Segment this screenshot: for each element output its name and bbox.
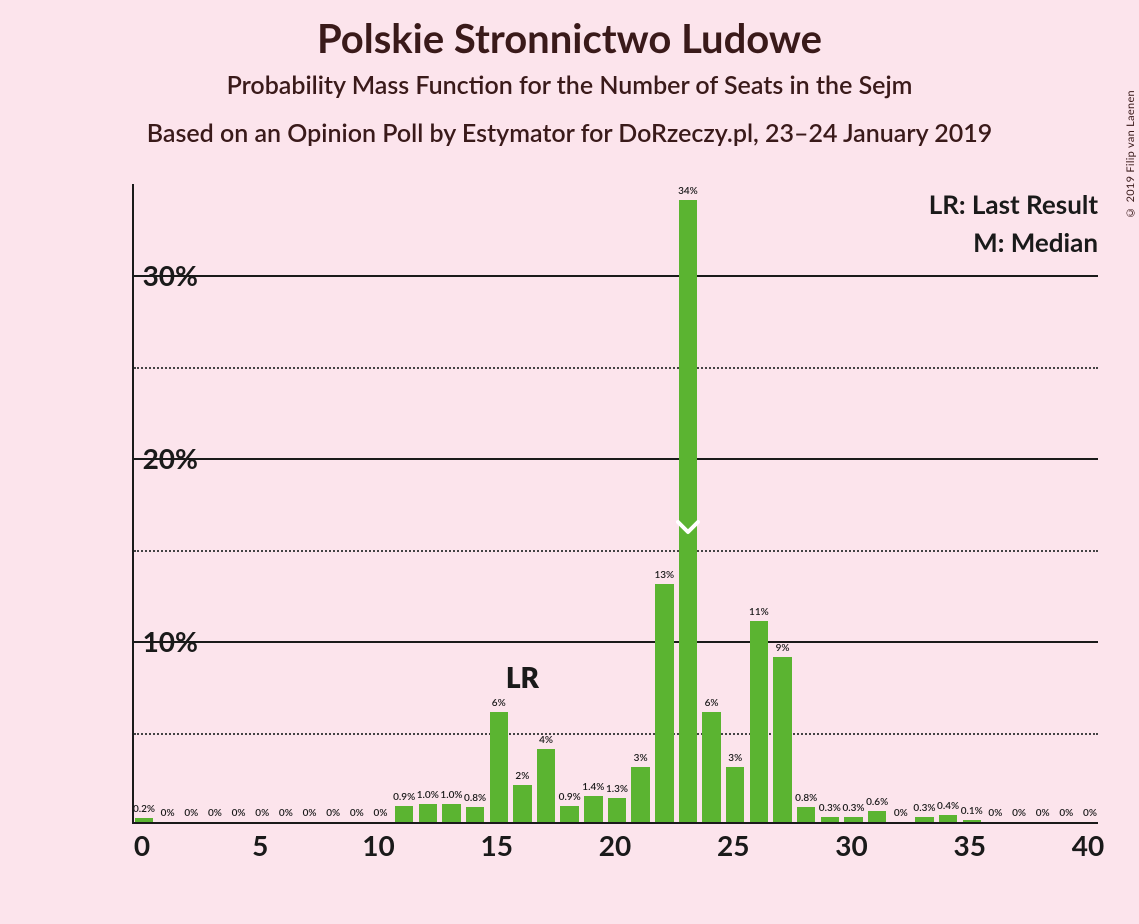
bar (655, 584, 673, 822)
bar-value-label: 0% (1036, 807, 1050, 819)
x-axis-label: 0 (134, 828, 150, 862)
y-axis-label: 30% (143, 258, 198, 292)
bar-value-label: 2% (515, 770, 529, 782)
bar (631, 767, 649, 822)
bar-value-label: 0% (279, 807, 293, 819)
gridline-major (134, 275, 1098, 277)
chart-area: LR: Last Result M: Median 0.2%0%0%0%0%0%… (70, 184, 1110, 856)
gridline-major (134, 641, 1098, 643)
bar-value-label: 13% (654, 569, 674, 581)
gridline-minor (134, 550, 1098, 552)
bar-value-label: 34% (678, 185, 698, 197)
bar-value-label: 0% (326, 807, 340, 819)
bar-value-label: 6% (705, 697, 719, 709)
bar (773, 657, 791, 822)
bar-value-label: 0% (1083, 807, 1097, 819)
bar-value-label: 0.2% (133, 803, 155, 815)
x-axis-label: 35 (954, 828, 986, 862)
y-axis-label: 10% (143, 624, 198, 658)
bar-value-label: 3% (728, 752, 742, 764)
x-axis-label: 40 (1072, 828, 1104, 862)
gridline-minor (134, 367, 1098, 369)
title-subtitle-2: Based on an Opinion Poll by Estymator fo… (0, 100, 1139, 148)
bar-value-label: 0% (1012, 807, 1026, 819)
bar (797, 807, 815, 822)
bar-value-label: 3% (634, 752, 648, 764)
bar (750, 621, 768, 822)
bar-value-label: 4% (539, 734, 553, 746)
bar-value-label: 1.0% (417, 789, 439, 801)
bar-value-label: 0% (161, 807, 175, 819)
bar-value-label: 0.6% (866, 796, 888, 808)
x-axis-label: 10 (362, 828, 394, 862)
gridline-major (134, 458, 1098, 460)
bar (490, 712, 508, 822)
bar-value-label: 0% (208, 807, 222, 819)
bar-value-label: 0% (1059, 807, 1073, 819)
bar (939, 815, 957, 822)
bar (868, 811, 886, 822)
bar-value-label: 1.0% (440, 789, 462, 801)
bar-value-label: 0.9% (559, 791, 581, 803)
bar-value-label: 0% (894, 807, 908, 819)
bar-value-label: 0.1% (961, 805, 983, 817)
bar-value-label: 0% (374, 807, 388, 819)
bar-value-label: 1.3% (606, 783, 628, 795)
bar (537, 749, 555, 822)
bar (466, 807, 484, 822)
bar (419, 804, 437, 822)
bar (135, 818, 153, 822)
bar-value-label: 9% (776, 642, 790, 654)
bar (442, 804, 460, 822)
bar (963, 820, 981, 822)
bar-value-label: 0% (232, 807, 246, 819)
bar (702, 712, 720, 822)
x-axis-label: 25 (717, 828, 749, 862)
bar (821, 817, 839, 822)
x-axis-label: 30 (835, 828, 867, 862)
chart-titles: Polskie Stronnictwo Ludowe Probability M… (0, 0, 1139, 148)
bar-value-label: 0.8% (464, 792, 486, 804)
bar-value-label: 0.3% (819, 802, 841, 814)
bar-value-label: 0.4% (937, 800, 959, 812)
x-axis-label: 20 (599, 828, 631, 862)
bar-value-label: 0% (303, 807, 317, 819)
y-axis-label: 20% (143, 441, 198, 475)
x-axis-label: 15 (481, 828, 513, 862)
bar (395, 806, 413, 822)
bar-value-label: 0% (988, 807, 1002, 819)
bar-value-label: 0.3% (913, 802, 935, 814)
bar (915, 817, 933, 822)
bar-value-label: 6% (492, 697, 506, 709)
copyright-text: © 2019 Filip van Laenen (1124, 90, 1137, 219)
bar-value-label: 0% (184, 807, 198, 819)
bar-value-label: 0.8% (795, 792, 817, 804)
bar-value-label: 1.4% (582, 781, 604, 793)
bar-value-label: 0% (350, 807, 364, 819)
bar-value-label: 0.9% (393, 791, 415, 803)
title-subtitle-1: Probability Mass Function for the Number… (0, 62, 1139, 100)
bar-value-label: 0% (255, 807, 269, 819)
annotation-last-result: LR (506, 660, 539, 694)
bar (608, 798, 626, 822)
title-main: Polskie Stronnictwo Ludowe (0, 0, 1139, 62)
bar-value-label: 0.3% (842, 802, 864, 814)
plot-region: 0.2%0%0%0%0%0%0%0%0%0%0%0.9%1.0%1.0%0.8%… (132, 184, 1098, 824)
bar-value-label: 11% (749, 606, 769, 618)
bar (844, 817, 862, 822)
bar (726, 767, 744, 822)
bar (560, 806, 578, 822)
bar (513, 785, 531, 822)
bar (584, 796, 602, 822)
bar (679, 200, 697, 822)
x-axis-label: 5 (252, 828, 268, 862)
gridline-minor (134, 733, 1098, 735)
median-marker-icon (676, 520, 700, 536)
